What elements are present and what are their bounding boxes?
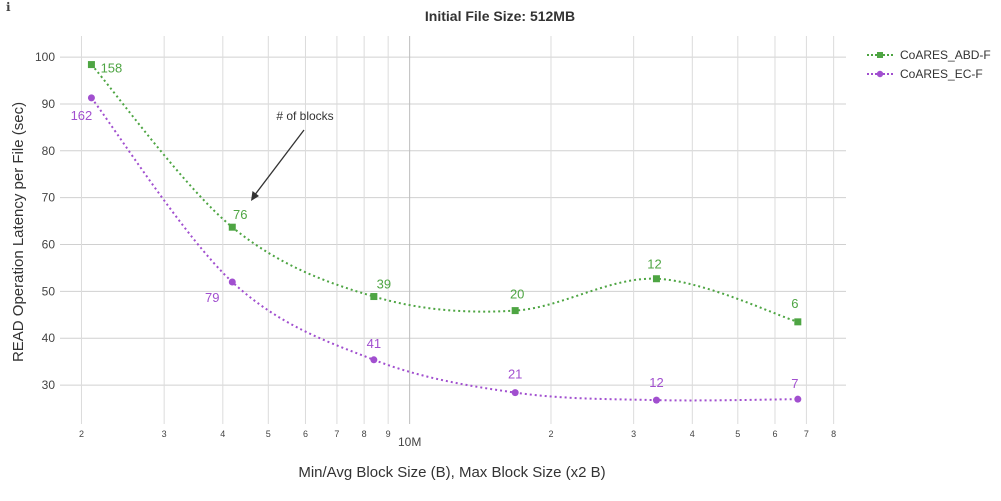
chart-title: Initial File Size: 512MB — [425, 8, 575, 24]
data-point — [87, 94, 95, 102]
data-label: 7 — [791, 376, 798, 391]
data-label: 41 — [367, 336, 381, 351]
x-tick-label: 3 — [631, 429, 636, 439]
y-tick-label: 60 — [42, 238, 56, 252]
annotation-arrowhead — [251, 191, 259, 201]
data-label: 12 — [647, 257, 661, 272]
data-label: 162 — [71, 108, 93, 123]
x-tick-label: 8 — [831, 429, 836, 439]
data-label: 12 — [649, 375, 663, 390]
x-tick-label: 5 — [266, 429, 271, 439]
data-label: 6 — [791, 296, 798, 311]
data-label: 20 — [510, 287, 524, 302]
data-point — [370, 293, 378, 301]
legend-item-ec[interactable]: CoARES_EC-F — [867, 67, 983, 81]
y-tick-label: 90 — [42, 97, 56, 111]
data-point — [511, 307, 519, 315]
annotation: # of blocks — [251, 109, 334, 201]
x-tick-label: 3 — [162, 429, 167, 439]
data-label: 158 — [101, 61, 123, 76]
x-tick-label: 10M — [398, 435, 421, 449]
x-tick-label: 2 — [79, 429, 84, 439]
data-label: 39 — [377, 277, 391, 292]
x-tick-label: 4 — [220, 429, 225, 439]
x-tick-label: 8 — [362, 429, 367, 439]
y-tick-label: 80 — [42, 144, 56, 158]
data-point — [652, 396, 660, 404]
y-tick-label: 100 — [35, 50, 55, 64]
data-point — [794, 318, 802, 326]
x-axis-label: Min/Avg Block Size (B), Max Block Size (… — [298, 464, 605, 481]
grid-layer — [60, 36, 846, 424]
label-layer: 158 76 39 20 12 6 162 79 41 21 12 7 — [71, 61, 799, 392]
data-point — [228, 223, 236, 231]
legend-label-ec: CoARES_EC-F — [900, 67, 983, 81]
data-point — [87, 61, 95, 69]
series-layer — [87, 61, 802, 404]
info-icon[interactable]: ℹ — [6, 0, 11, 14]
x-tick-label: 5 — [735, 429, 740, 439]
legend-item-abd[interactable]: CoARES_ABD-F — [867, 48, 991, 62]
y-tick-label: 50 — [42, 284, 56, 298]
data-label: 21 — [508, 367, 522, 382]
data-point — [652, 275, 660, 283]
annotation-text: # of blocks — [276, 109, 333, 123]
y-tick-label: 70 — [42, 191, 56, 205]
data-point — [794, 395, 802, 403]
y-tick-label: 30 — [42, 378, 56, 392]
x-tick-label: 2 — [548, 429, 553, 439]
legend: CoARES_ABD-F CoARES_EC-F — [867, 48, 991, 81]
x-tick-label: 6 — [303, 429, 308, 439]
x-tick-label: 6 — [772, 429, 777, 439]
y-tick-label: 40 — [42, 331, 56, 345]
legend-label-abd: CoARES_ABD-F — [900, 48, 991, 62]
tick-layer: 30 40 50 60 70 80 90 100 2 3 4 5 6 7 8 9 10M 2 3 4 5 6 7 8 — [35, 50, 836, 449]
x-tick-label: 4 — [690, 429, 695, 439]
x-tick-label: 9 — [386, 429, 391, 439]
data-label: 79 — [205, 290, 219, 305]
data-point — [370, 356, 378, 364]
annotation-arrow — [253, 129, 305, 197]
x-tick-label: 7 — [804, 429, 809, 439]
y-axis-label: READ Operation Latency per File (sec) — [10, 102, 27, 362]
data-point — [511, 389, 519, 397]
data-point — [228, 278, 236, 286]
series-line-ec — [90, 97, 798, 402]
x-tick-label: 7 — [334, 429, 339, 439]
data-label: 76 — [233, 207, 247, 222]
